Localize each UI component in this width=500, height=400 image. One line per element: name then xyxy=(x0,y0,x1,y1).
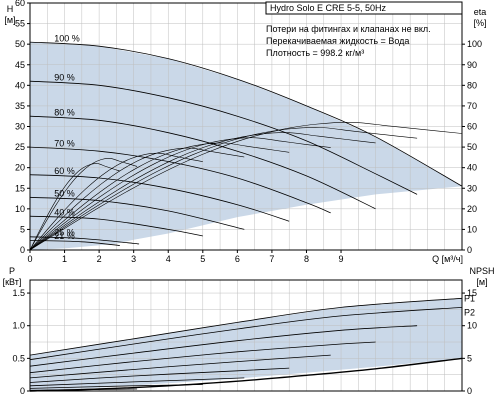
power-left-axis-label: [кВт] xyxy=(3,277,22,287)
power-operating-envelope xyxy=(30,298,462,391)
head-left-tick-label: 25 xyxy=(15,142,25,152)
head-right-tick-label: 70 xyxy=(467,101,477,111)
speed-curve-label: 90 % xyxy=(54,73,75,83)
head-left-tick-label: 20 xyxy=(15,163,25,173)
power-curve xyxy=(29,297,463,356)
head-x-axis-label: Q [м³/ч] xyxy=(432,254,463,264)
speed-curve-label: 80 % xyxy=(54,108,75,118)
chart-title: Hydro Solo E CRE 5-5, 50Hz xyxy=(270,3,387,13)
head-x-tick-label: 2 xyxy=(97,254,102,264)
speed-curve xyxy=(29,174,290,222)
power-curve xyxy=(29,307,463,361)
speed-curve xyxy=(29,146,331,214)
head-right-tick-label: 30 xyxy=(467,183,477,193)
power-right-tick-label: 15 xyxy=(467,288,477,298)
speed-curve xyxy=(29,236,140,245)
head-right-tick-label: 100 xyxy=(467,39,482,49)
head-left-tick-label: 60 xyxy=(15,0,25,8)
power-left-tick-label: 1.0 xyxy=(12,321,25,331)
efficiency-curve xyxy=(29,122,463,251)
efficiency-curve xyxy=(29,147,245,251)
power-curve xyxy=(29,377,245,387)
speed-curve xyxy=(29,41,463,187)
head-x-tick-label: 5 xyxy=(200,254,205,264)
head-left-tick-label: 30 xyxy=(15,122,25,132)
efficiency-curve xyxy=(29,158,138,251)
head-left-tick-label: 0 xyxy=(20,245,25,255)
speed-curve xyxy=(29,80,418,195)
head-right-tick-label: 90 xyxy=(467,60,477,70)
head-left-tick-label: 45 xyxy=(15,60,25,70)
efficiency-curve xyxy=(29,132,376,251)
head-chart-panel: 100 % 90 % 80 % 70 % 60 % 50 % 40 % 25 %21 % 0 5 1… xyxy=(4,0,486,264)
head-right-axis-label: eta xyxy=(474,7,487,17)
series-label-p2: P2 xyxy=(464,308,475,318)
head-right-tick-label: 60 xyxy=(467,122,477,132)
series-label-p1: P1 xyxy=(464,293,475,303)
head-x-tick-label: 7 xyxy=(269,254,274,264)
speed-curve-label: 40 % xyxy=(54,207,75,217)
head-left-tick-label: 10 xyxy=(15,204,25,214)
title-box xyxy=(265,1,463,15)
head-x-tick-label: 1 xyxy=(62,254,67,264)
power-curve xyxy=(29,354,331,379)
head-left-tick-label: 40 xyxy=(15,80,25,90)
head-x-tick-label: 9 xyxy=(339,254,344,264)
head-left-tick-label: 35 xyxy=(15,101,25,111)
power-left-tick-label: 0 xyxy=(20,386,25,396)
speed-curve-label: 100 % xyxy=(54,34,80,44)
power-curve xyxy=(29,341,376,374)
head-left-tick-label: 15 xyxy=(15,183,25,193)
power-plot-frame xyxy=(29,279,463,392)
speed-curve-label: 25 % xyxy=(54,228,75,238)
speed-curve-label: 21 % xyxy=(54,231,75,241)
head-right-tick-label: 20 xyxy=(467,204,477,214)
head-left-axis-label: H xyxy=(7,4,14,14)
note-density: Плотность = 998.2 кг/м³ xyxy=(266,48,364,58)
head-x-tick-label: 3 xyxy=(131,254,136,264)
head-x-tick-label: 8 xyxy=(304,254,309,264)
speed-curve-label: 50 % xyxy=(54,188,75,198)
head-right-tick-label: 40 xyxy=(467,163,477,173)
power-curve xyxy=(29,367,290,383)
power-left-axis-label: P xyxy=(9,266,15,276)
efficiency-curve xyxy=(29,142,290,251)
head-right-tick-label: 0 xyxy=(467,245,472,255)
head-x-tick-label: 0 xyxy=(27,254,32,264)
efficiency-curve xyxy=(29,137,331,251)
npsh-curve xyxy=(29,357,463,392)
power-left-tick-label: 1.5 xyxy=(12,288,25,298)
head-x-tick-label: 4 xyxy=(166,254,171,264)
head-x-tick-label: 6 xyxy=(235,254,240,264)
power-chart-panel: P1 P2 0 0.5 1.0 1.5 0 5 10 15 P[кВт] NPSH[м] xyxy=(3,266,495,396)
power-right-axis-label: [м] xyxy=(476,277,487,287)
note-liquid: Перекачиваемая жидкость = Вода xyxy=(266,36,409,46)
chart-overlay: Hydro Solo E CRE 5-5, 50Hz Потери на фит… xyxy=(265,1,463,58)
power-right-axis-label: NPSH xyxy=(469,266,494,276)
note-fittings: Потери на фитингах и клапанах не вкл. xyxy=(266,24,431,34)
head-right-axis-label: [%] xyxy=(473,18,486,28)
head-right-tick-label: 50 xyxy=(467,142,477,152)
speed-curve xyxy=(29,240,120,246)
power-curve xyxy=(29,325,418,367)
power-right-tick-label: 0 xyxy=(467,386,472,396)
head-left-tick-label: 50 xyxy=(15,39,25,49)
speed-curve xyxy=(29,215,203,237)
head-right-tick-label: 80 xyxy=(467,80,477,90)
head-right-tick-label: 10 xyxy=(467,224,477,234)
power-right-tick-label: 10 xyxy=(467,321,477,331)
head-left-axis-label: [м] xyxy=(4,15,15,25)
head-left-tick-label: 55 xyxy=(15,19,25,29)
power-left-tick-label: 0.5 xyxy=(12,353,25,363)
efficiency-curve xyxy=(29,163,120,251)
speed-curve xyxy=(29,196,245,230)
speed-curve-label: 70 % xyxy=(54,139,75,149)
speed-curve xyxy=(29,115,376,210)
head-left-tick-label: 5 xyxy=(20,224,25,234)
power-right-tick-label: 5 xyxy=(467,353,472,363)
speed-curve-label: 60 % xyxy=(54,166,75,176)
efficiency-curve xyxy=(29,152,203,251)
